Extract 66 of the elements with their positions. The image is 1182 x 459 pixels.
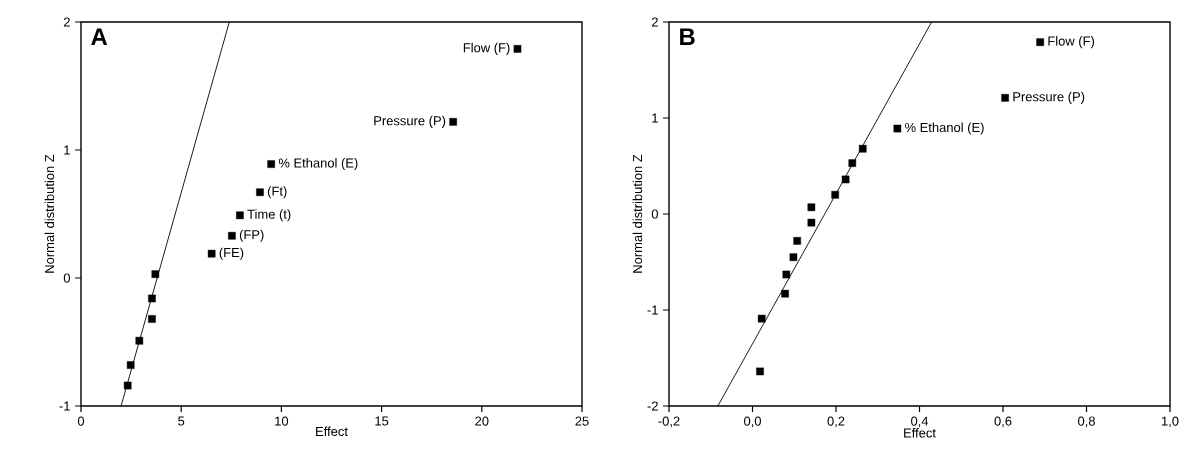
point (148, 294, 156, 303)
y-tick-label: -1 (647, 305, 658, 315)
x-tick-label: 0,8 (1078, 416, 1095, 428)
annotation: Pressure (P) (374, 115, 446, 128)
x-tick-label: 20 (475, 416, 489, 426)
x-tick-label: 0,4 (911, 416, 929, 428)
point (228, 231, 236, 240)
annotation: Flow (F) (463, 42, 510, 55)
y-tick-label: 0 (63, 273, 70, 283)
y-tick-label: 1 (64, 145, 70, 155)
x-tick-label: 0,2 (827, 416, 845, 428)
point (757, 314, 766, 323)
point (449, 118, 457, 126)
x-axis-title: Effect (904, 428, 936, 438)
point (151, 270, 160, 278)
x-tick-label: 25 (575, 416, 589, 426)
point (513, 45, 522, 53)
point (756, 367, 764, 376)
point (135, 336, 144, 345)
point (236, 211, 244, 220)
point (126, 361, 135, 369)
annotation: Time (t) (247, 209, 291, 222)
point (782, 270, 791, 279)
annotation: % Ethanol (E) (905, 122, 984, 135)
x-tick-label: 0 (77, 416, 85, 426)
y-tick-label: -1 (59, 401, 70, 411)
y-tick-label: 0 (651, 209, 658, 219)
annotation: Flow (F) (1048, 36, 1095, 49)
x-tick-label: 10 (275, 416, 289, 426)
point (807, 203, 816, 212)
y-tick-label: 2 (651, 17, 658, 27)
point (256, 188, 264, 197)
point (893, 124, 902, 133)
annotation: (Ft) (267, 186, 287, 199)
point (848, 159, 857, 167)
x-tick-label: 15 (375, 416, 389, 426)
point (267, 160, 275, 168)
point (148, 315, 156, 323)
y-tick-label: 1 (652, 113, 658, 123)
x-tick-label: 5 (178, 416, 185, 426)
point (858, 144, 867, 153)
y-axis-title: Normal distribution Z (632, 154, 643, 273)
point (1001, 94, 1009, 102)
x-axis-title: Effect (316, 426, 348, 437)
annotation: (FE) (219, 247, 244, 260)
point (1036, 38, 1044, 46)
x-tick-label: 1,0 (1162, 416, 1179, 428)
chart-title: A (91, 28, 108, 45)
point (841, 175, 850, 184)
y-axis-title: Normal distribution Z (44, 154, 55, 273)
point (781, 289, 789, 298)
y-tick-label: -2 (647, 401, 658, 411)
point (123, 381, 132, 390)
point (207, 249, 216, 258)
point (831, 191, 839, 199)
x-tick-label: 0,6 (994, 416, 1012, 428)
x-tick-label: 0,0 (744, 416, 762, 428)
annotation: (FP) (239, 229, 264, 242)
y-tick-label: 2 (63, 17, 70, 27)
point (807, 218, 816, 227)
annotation: % Ethanol (E) (278, 158, 358, 171)
point (793, 237, 801, 245)
x-tick-label: -0,2 (658, 416, 680, 428)
point (789, 253, 798, 261)
annotation: Pressure (P) (1013, 91, 1085, 104)
chart-title: B (680, 28, 695, 45)
